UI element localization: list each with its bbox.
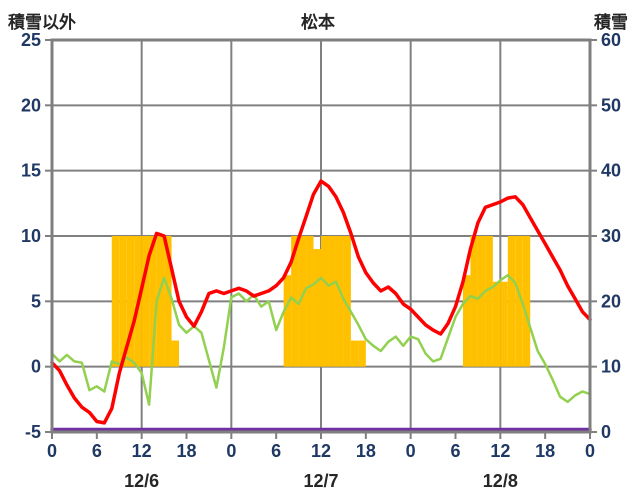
sunshine-bar	[343, 236, 351, 367]
sunshine-bar	[462, 275, 471, 367]
left-axis-tick-label: 15	[21, 161, 41, 181]
sunshine-bar	[335, 236, 344, 367]
date-label: 12/7	[303, 471, 338, 491]
right-axis-tick-label: 40	[601, 161, 621, 181]
sunshine-bar	[156, 236, 165, 367]
sunshine-bar	[313, 249, 321, 367]
sunshine-bar	[522, 236, 531, 367]
hour-tick-label: 12	[132, 441, 152, 461]
left-axis-tick-label: -5	[25, 422, 41, 442]
sunshine-bar	[470, 236, 478, 367]
hour-tick-label: 18	[176, 441, 196, 461]
right-axis-tick-label: 10	[601, 357, 621, 377]
right-axis-tick-label: 60	[601, 30, 621, 50]
right-axis-title: 積雪	[594, 13, 628, 32]
hour-tick-label: 12	[311, 441, 331, 461]
sunshine-bar	[111, 236, 120, 367]
hour-tick-label: 12	[490, 441, 510, 461]
hour-tick-label: 0	[585, 441, 595, 461]
sunshine-bar	[515, 236, 523, 367]
left-axis-tick-label: 20	[21, 95, 41, 115]
sunshine-bar	[164, 236, 172, 367]
hour-tick-label: 6	[450, 441, 460, 461]
sunshine-bar	[350, 340, 359, 367]
sunshine-bar	[358, 340, 366, 367]
right-axis-tick-label: 20	[601, 291, 621, 311]
sunshine-bar	[328, 236, 336, 367]
left-axis-tick-label: 10	[21, 226, 41, 246]
left-axis-tick-label: 5	[31, 291, 41, 311]
date-label: 12/8	[483, 471, 518, 491]
left-axis-tick-label: 25	[21, 30, 41, 50]
date-label: 12/6	[124, 471, 159, 491]
sunshine-bar	[500, 281, 508, 367]
sunshine-bar	[171, 340, 180, 367]
temperature-line	[50, 179, 592, 425]
sunshine-bar	[283, 275, 292, 367]
hour-tick-label: 18	[356, 441, 376, 461]
chart-title: 松本	[301, 13, 335, 32]
right-axis-tick-label: 50	[601, 95, 621, 115]
sunshine-bar	[306, 236, 314, 367]
left-axis-title: 積雪以外	[8, 13, 76, 32]
right-axis-tick-label: 30	[601, 226, 621, 246]
hour-tick-label: 18	[535, 441, 555, 461]
left-axis-tick-label: 0	[31, 357, 41, 377]
sunshine-bar	[298, 236, 307, 367]
sunshine-bar	[485, 236, 493, 367]
sunshine-bar	[141, 236, 150, 367]
hour-tick-label: 0	[47, 441, 57, 461]
sunshine-bar	[477, 236, 486, 367]
hour-tick-label: 0	[406, 441, 416, 461]
sunshine-bar	[149, 236, 157, 367]
hour-tick-label: 0	[226, 441, 236, 461]
hour-tick-label: 6	[271, 441, 281, 461]
right-axis-tick-label: 0	[601, 422, 611, 442]
sunshine-bar	[507, 236, 516, 367]
hour-tick-label: 6	[92, 441, 102, 461]
sunshine-bar	[492, 281, 501, 367]
sunshine-bar	[321, 236, 329, 367]
sunshine-bar	[119, 236, 127, 367]
green_series-line	[50, 273, 592, 406]
sunshine-bar	[126, 236, 135, 367]
